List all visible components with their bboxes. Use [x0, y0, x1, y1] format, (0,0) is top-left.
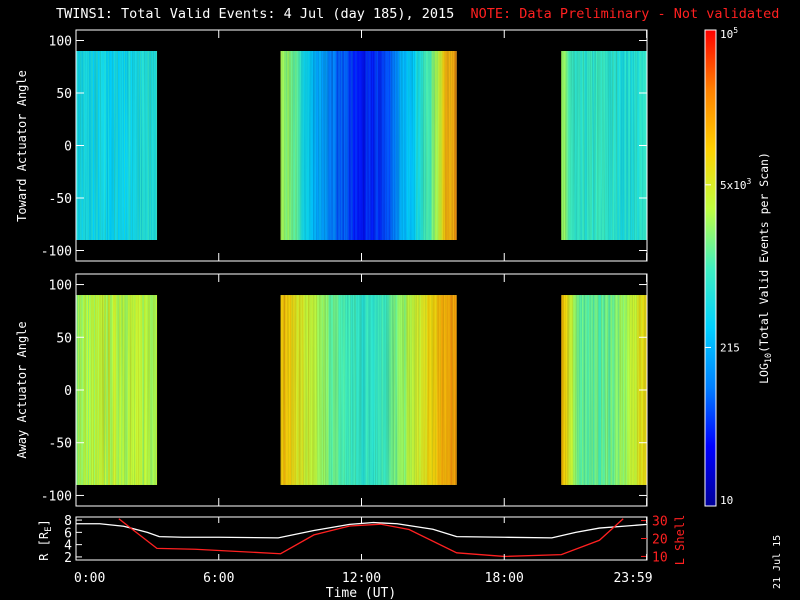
away-heatmap-cells	[76, 295, 648, 485]
heatmap-texture	[280, 295, 457, 485]
orbit-yticks-right: 10 20 30	[641, 515, 668, 565]
orbit-ylabel-right: L Shell	[673, 515, 687, 566]
toward-xticks	[75, 30, 648, 261]
orbit-lines	[76, 518, 647, 558]
colorbar-label: LOG10(Total Valid Events per Scan)	[757, 152, 774, 384]
ytick-label: 0	[64, 384, 72, 399]
ytick-label: 6	[64, 526, 72, 541]
toward-heatmap-panel: -100 -50 0 50 100 Toward Actuator Angle	[15, 29, 648, 262]
colorbar-gradient	[705, 30, 716, 506]
colorbar: 10 215 5x103 105 LOG10(Total Valid Events p…	[704, 26, 774, 507]
heatmap-texture	[561, 295, 647, 485]
ytick-right-label: 20	[652, 533, 668, 548]
heatmap-texture	[76, 295, 157, 485]
xtick-label: 6:00	[203, 571, 234, 586]
heatmap-texture	[280, 51, 457, 240]
title-main: TWINS1: Total Valid Events: 4 Jul (day 1…	[56, 6, 455, 22]
colorbar-ticks: 10 215 5x103 105	[705, 26, 752, 507]
toward-yticks: -100 -50 0 50 100	[41, 35, 647, 260]
heatmap-texture	[76, 51, 157, 240]
ytick-right-label: 30	[652, 515, 668, 530]
ytick-label: -100	[41, 489, 72, 504]
ytick-label: -50	[49, 437, 72, 452]
away-heatmap-panel: -100 -50 0 50 100 Away Actuator Angle	[15, 273, 648, 507]
away-xticks	[75, 274, 648, 506]
ytick-label: -50	[49, 192, 72, 207]
ytick-label: 4	[64, 539, 72, 554]
colorbar-tick-label: 5x103	[720, 177, 752, 192]
away-ylabel: Away Actuator Angle	[15, 321, 29, 458]
colorbar-tick-label: 105	[720, 26, 738, 41]
colorbar-tick-label: 215	[720, 341, 740, 354]
toward-ylabel: Toward Actuator Angle	[15, 70, 29, 222]
ytick-label: 100	[49, 35, 72, 50]
orbit-ylabel-left: R [RE]	[37, 519, 54, 561]
xtick-label: 18:00	[485, 571, 524, 586]
title-note: NOTE: Data Preliminary - Not validated	[470, 6, 780, 22]
ytick-label: 50	[56, 87, 72, 102]
xtick-label: 23:59	[613, 571, 652, 586]
ytick-right-label: 10	[652, 550, 668, 565]
r-series-line	[76, 521, 647, 539]
ytick-label: 100	[49, 279, 72, 294]
toward-heatmap-cells	[76, 51, 648, 240]
xtick-label: 12:00	[342, 571, 381, 586]
lshell-series-line	[118, 518, 624, 558]
xaxis-label: Time (UT)	[326, 586, 396, 600]
orbit-xticks: 0:00 6:00 12:00 18:00 23:59	[74, 517, 653, 586]
ytick-label: 8	[64, 514, 72, 529]
colorbar-tick-label: 10	[720, 494, 733, 507]
away-yticks: -100 -50 0 50 100	[41, 279, 647, 504]
plot-title: TWINS1: Total Valid Events: 4 Jul (day 1…	[56, 6, 779, 22]
heatmap-texture	[561, 51, 647, 240]
ytick-label: -100	[41, 245, 72, 260]
ytick-label: 2	[64, 551, 72, 566]
ytick-label: 50	[56, 331, 72, 346]
xtick-label: 0:00	[74, 571, 105, 586]
datestamp: 21 Jul 15	[772, 534, 783, 589]
ytick-label: 0	[64, 140, 72, 155]
